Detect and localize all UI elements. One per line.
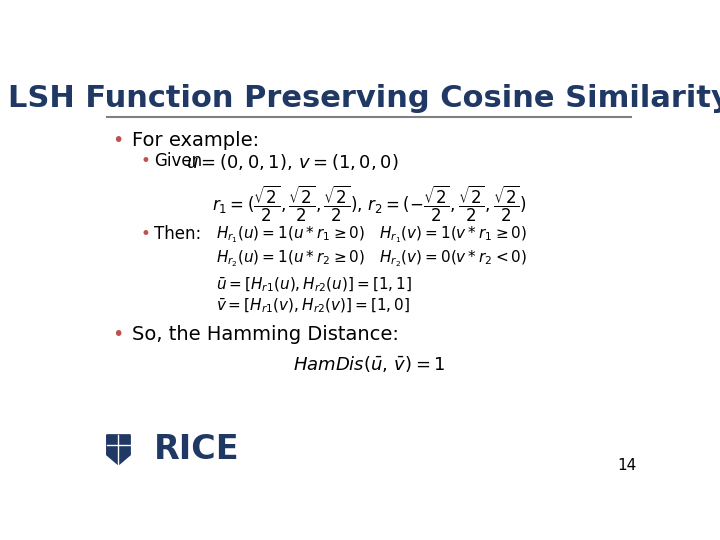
Text: $r_1 = (\dfrac{\sqrt{2}}{2}, \dfrac{\sqrt{2}}{2}, \dfrac{\sqrt{2}}{2}),\, r_2 = : $r_1 = (\dfrac{\sqrt{2}}{2}, \dfrac{\sqr… bbox=[212, 183, 526, 224]
Text: 14: 14 bbox=[618, 458, 637, 473]
Text: LSH Function Preserving Cosine Similarity: LSH Function Preserving Cosine Similarit… bbox=[8, 84, 720, 112]
Text: $H_{r_1}(u) = 1(u*r_1 \geq 0)$$\quad H_{r_1}(v) = 1(v*r_1 \geq 0)$: $H_{r_1}(u) = 1(u*r_1 \geq 0)$$\quad H_{… bbox=[215, 225, 526, 246]
Text: For example:: For example: bbox=[132, 131, 259, 150]
Text: $u = (0,0,1),\, v = (1,0,0)$: $u = (0,0,1),\, v = (1,0,0)$ bbox=[186, 152, 399, 172]
Text: Then:: Then: bbox=[154, 225, 202, 243]
Text: $\mathit{HamDis}(\bar{u},\, \bar{v}) = 1$: $\mathit{HamDis}(\bar{u},\, \bar{v}) = 1… bbox=[293, 354, 445, 374]
Text: •: • bbox=[112, 325, 124, 343]
Text: $H_{r_2}(u) = 1(u*r_2 \geq 0)$$\quad H_{r_2}(v) = 0(v*r_2 < 0)$: $H_{r_2}(u) = 1(u*r_2 \geq 0)$$\quad H_{… bbox=[215, 248, 526, 269]
Text: •: • bbox=[140, 152, 150, 170]
Text: $\bar{v} = [H_{r1}(v), H_{r2}(v)] = [1,0]$: $\bar{v} = [H_{r1}(v), H_{r2}(v)] = [1,0… bbox=[215, 297, 410, 315]
Text: $\bar{u} = [H_{r1}(u), H_{r2}(u)] = [1,1]$: $\bar{u} = [H_{r1}(u), H_{r2}(u)] = [1,1… bbox=[215, 275, 412, 294]
Text: •: • bbox=[140, 225, 150, 243]
Text: •: • bbox=[112, 131, 124, 150]
Text: So, the Hamming Distance:: So, the Hamming Distance: bbox=[132, 325, 399, 343]
Polygon shape bbox=[107, 435, 130, 465]
Text: RICE: RICE bbox=[154, 433, 240, 466]
Text: Given: Given bbox=[154, 152, 202, 170]
